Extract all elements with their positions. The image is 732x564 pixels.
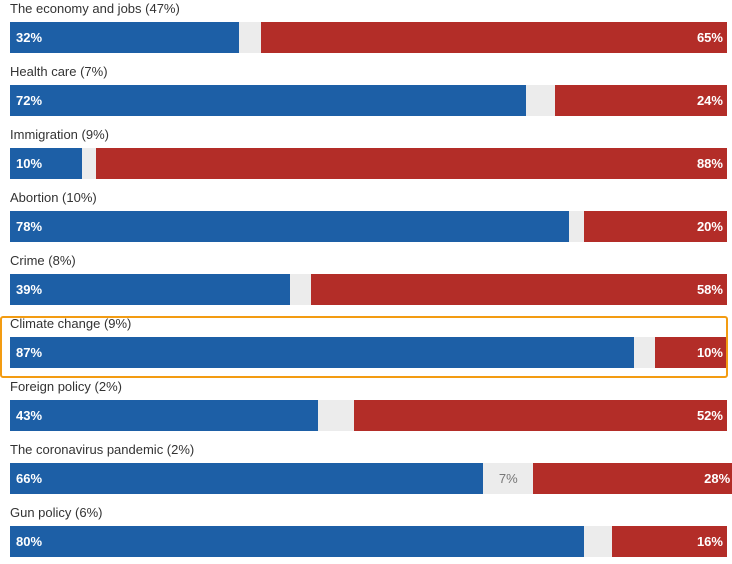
neither-bar: 7% — [483, 463, 534, 494]
rep-value-label: 52% — [696, 408, 723, 423]
bar-track: 78% 20% — [10, 211, 727, 242]
rep-bar: 65% — [260, 22, 727, 53]
category-label: Immigration (9%) — [10, 127, 109, 142]
rep-value-label: 65% — [696, 30, 723, 45]
dem-bar: 78% — [10, 211, 570, 242]
neither-bar — [289, 274, 312, 305]
chart-row: Health care (7%) 72% 24% — [10, 63, 727, 123]
category-label: The economy and jobs (47%) — [10, 1, 180, 16]
dem-bar: 10% — [10, 148, 82, 179]
chart-row: Crime (8%) 39% 58% — [10, 252, 727, 312]
category-label: The coronavirus pandemic (2%) — [10, 442, 195, 457]
dem-value-label: 43% — [16, 408, 43, 423]
dem-bar: 39% — [10, 274, 290, 305]
rep-bar: 20% — [583, 211, 727, 242]
rep-value-label: 28% — [704, 471, 731, 486]
dem-bar: 66% — [10, 463, 484, 494]
rep-value-label: 88% — [696, 156, 723, 171]
chart-row: The economy and jobs (47%) 32% 65% — [10, 0, 727, 60]
dem-value-label: 87% — [16, 345, 43, 360]
rep-value-label: 24% — [696, 93, 723, 108]
dem-value-label: 32% — [16, 30, 43, 45]
bar-track: 72% 24% — [10, 85, 727, 116]
neither-bar — [633, 337, 656, 368]
neither-bar — [239, 22, 261, 53]
dem-bar: 87% — [10, 337, 634, 368]
rep-value-label: 10% — [696, 345, 723, 360]
rep-bar: 10% — [655, 337, 727, 368]
rep-value-label: 16% — [696, 534, 723, 549]
rep-bar: 28% — [533, 463, 732, 494]
rep-bar: 16% — [612, 526, 727, 557]
chart-row: Foreign policy (2%) 43% 52% — [10, 378, 727, 438]
rep-bar: 52% — [354, 400, 727, 431]
category-label: Foreign policy (2%) — [10, 379, 122, 394]
dem-value-label: 10% — [16, 156, 43, 171]
bar-track: 43% 52% — [10, 400, 727, 431]
dem-value-label: 39% — [16, 282, 43, 297]
rep-bar: 88% — [96, 148, 727, 179]
dem-bar: 43% — [10, 400, 319, 431]
neither-bar — [569, 211, 584, 242]
chart-row: Immigration (9%) 10% 88% — [10, 126, 727, 186]
neither-bar — [526, 85, 555, 116]
rep-bar: 58% — [311, 274, 727, 305]
dem-value-label: 80% — [16, 534, 43, 549]
bar-track: 80% 16% — [10, 526, 727, 557]
rep-value-label: 20% — [696, 219, 723, 234]
dem-bar: 32% — [10, 22, 240, 53]
category-label: Climate change (9%) — [10, 316, 132, 331]
rep-value-label: 58% — [696, 282, 723, 297]
category-label: Gun policy (6%) — [10, 505, 103, 520]
neither-bar — [81, 148, 97, 179]
category-label: Health care (7%) — [10, 64, 108, 79]
bar-track: 66% 7% 28% — [10, 463, 732, 494]
neither-bar — [583, 526, 613, 557]
bar-track: 87% 10% — [10, 337, 727, 368]
neither-bar — [318, 400, 355, 431]
bar-track: 10% 88% — [10, 148, 727, 179]
dem-bar: 80% — [10, 526, 584, 557]
chart-row: Abortion (10%) 78% 20% — [10, 189, 727, 249]
chart-row: Gun policy (6%) 80% 16% — [10, 504, 727, 564]
bar-track: 32% 65% — [10, 22, 727, 53]
dem-bar: 72% — [10, 85, 527, 116]
rep-bar: 24% — [554, 85, 727, 116]
dem-value-label: 72% — [16, 93, 43, 108]
category-label: Crime (8%) — [10, 253, 76, 268]
chart-row: Climate change (9%) 87% 10% — [10, 315, 727, 375]
neither-value-label: 7% — [498, 471, 518, 486]
bar-track: 39% 58% — [10, 274, 727, 305]
dem-value-label: 78% — [16, 219, 43, 234]
dem-value-label: 66% — [16, 471, 43, 486]
category-label: Abortion (10%) — [10, 190, 97, 205]
chart-row: The coronavirus pandemic (2%) 66% 7% 28% — [10, 441, 732, 501]
